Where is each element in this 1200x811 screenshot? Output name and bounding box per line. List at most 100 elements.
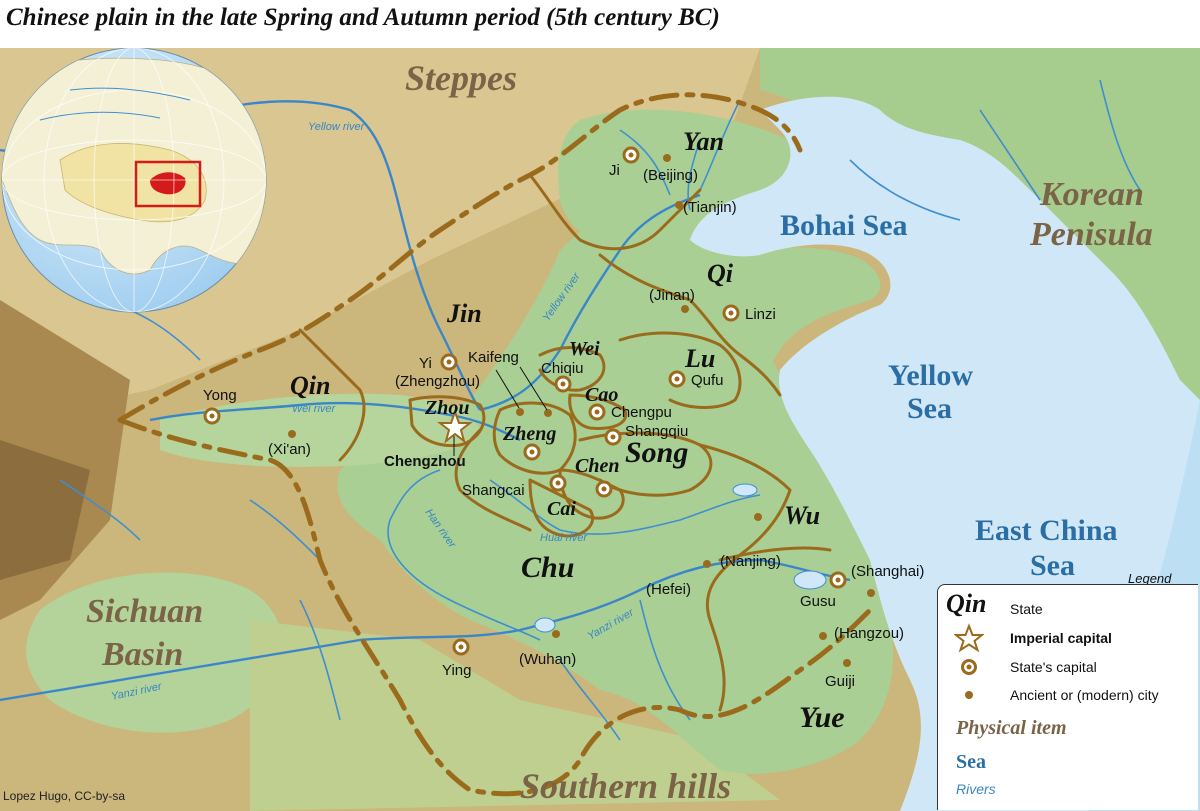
city-zhengzhou-label: (Zhengzhou) — [395, 373, 480, 390]
city-ji-label: Ji — [609, 162, 620, 179]
kaifeng-dot — [544, 409, 552, 417]
han-river — [387, 469, 541, 641]
yellow-sea-label-line2: Sea — [907, 392, 952, 425]
capital-qufu-marker — [668, 370, 686, 388]
city-kaifeng-label: Kaifeng — [468, 349, 519, 366]
legend-box: Qin State Imperial capital State's capit… — [937, 584, 1198, 810]
wuhan-dot — [552, 630, 560, 638]
lake-dongting — [534, 617, 556, 633]
city-wuhan-label: (Wuhan) — [519, 651, 576, 668]
zhengzhou-dot — [516, 408, 524, 416]
border-cai — [528, 478, 594, 538]
capital-yong-marker — [203, 407, 221, 425]
capital-ying-marker — [452, 638, 470, 656]
legend-row-state: Qin State — [938, 589, 1196, 619]
capital-zheng-marker — [523, 443, 541, 461]
globe-highlight — [150, 172, 186, 195]
city-yong-label: Yong — [203, 387, 237, 404]
city-hangzou-label: (Hangzou) — [834, 625, 904, 642]
capital-chengpu-marker — [588, 403, 606, 421]
state-capitals — [203, 146, 847, 656]
city-dots — [288, 154, 875, 667]
east-china-sea-label-line1: East China — [975, 514, 1118, 547]
legend-capital-label: State's capital — [1010, 659, 1097, 675]
state-cai-label: Cai — [547, 498, 576, 520]
state-qin-label: Qin — [290, 371, 330, 400]
city-shanghai-label: (Shanghai) — [851, 563, 924, 580]
city-nanjing-label: (Nanjing) — [720, 553, 781, 570]
state-lu-label: Lu — [684, 344, 715, 373]
state-cao-label: Cao — [585, 384, 618, 406]
border-qi — [598, 253, 782, 397]
northern-rivers — [619, 99, 741, 211]
city-yi-label: Yi — [419, 355, 432, 372]
title-bar: Chinese plain in the late Spring and Aut… — [0, 0, 1200, 48]
city-shangqiu-label: Shangqiu — [625, 423, 688, 440]
border-lu — [618, 331, 742, 409]
city-shangcai-label: Shangcai — [462, 482, 525, 499]
state-yue-label: Yue — [799, 701, 845, 734]
sichuan-label-line2: Basin — [101, 636, 183, 673]
wei-river-label: Wei river — [292, 403, 337, 415]
capital-chiqiu-marker — [554, 375, 572, 393]
legend-row-imperial: Imperial capital — [938, 623, 1196, 653]
border-zhou — [408, 395, 486, 448]
city-ying-label: Ying — [442, 662, 471, 679]
state-yan-label: Yan — [683, 127, 724, 156]
guiji-dot — [843, 659, 851, 667]
state-wei-label: Wei — [569, 338, 600, 360]
legend-state-label: State — [1010, 601, 1043, 617]
city-hefei-label: (Hefei) — [646, 581, 691, 598]
bohai-sea-label: Bohai Sea — [780, 209, 908, 242]
legend-title: Legend — [1128, 571, 1172, 586]
northeast-rivers — [849, 79, 1141, 221]
huai-river — [489, 479, 761, 535]
border-wu-yue — [718, 546, 832, 562]
state-zhou-label: Zhou — [424, 397, 469, 419]
southern-rivers — [299, 599, 691, 741]
lake-hongze — [732, 483, 758, 497]
legend-star-icon — [954, 623, 984, 653]
city-guiji-label: Guiji — [825, 673, 855, 690]
city-linzi-label: Linzi — [745, 306, 776, 323]
state-qi-label: Qi — [707, 259, 734, 288]
yellow-sea-label-line1: Yellow — [888, 359, 973, 392]
east-china-sea-label-line2: Sea — [1030, 549, 1075, 582]
state-zheng-label: Zheng — [502, 423, 556, 445]
state-chen-label: Chen — [575, 455, 619, 477]
wei-valley — [160, 393, 480, 467]
imperial-capital-star — [437, 409, 473, 444]
yellow-river-lower — [479, 193, 701, 412]
state-song-label: Song — [625, 436, 688, 469]
capital-yi-marker — [440, 353, 458, 371]
city-chiqiu-label: Chiqiu — [541, 360, 584, 377]
city-chengpu-label: Chengpu — [611, 404, 672, 421]
realm-border-north — [117, 92, 803, 423]
hangzou-dot — [819, 632, 827, 640]
state-wu-label: Wu — [784, 501, 820, 530]
legend-imperial-label: Imperial capital — [1010, 630, 1112, 646]
city-chengzhou-label: Chengzhou — [384, 453, 466, 470]
western-highlands — [0, 440, 90, 580]
capital-linzi-marker — [722, 304, 740, 322]
tianjin-dot — [675, 201, 683, 209]
capital-shangqiu-marker — [604, 428, 622, 446]
nanjing-dot — [754, 513, 762, 521]
border-song — [578, 431, 713, 497]
globe-rivers — [39, 87, 191, 121]
capital-gusu-marker — [829, 571, 847, 589]
city-beijing-label: (Beijing) — [643, 167, 698, 184]
border-cao — [568, 393, 628, 430]
legend-state-sample: Qin — [946, 589, 987, 618]
xian-dot — [288, 430, 296, 438]
shanghai-dot — [867, 589, 875, 597]
city-xian-label: (Xi'an) — [268, 441, 311, 458]
state-borders — [298, 173, 832, 712]
sichuan-basin-area — [26, 572, 283, 733]
city-tianjin-label: (Tianjin) — [683, 199, 737, 216]
capital-ji-marker — [622, 146, 640, 164]
steppes-label: Steppes — [405, 58, 517, 98]
map-title: Chinese plain in the late Spring and Aut… — [6, 4, 720, 31]
hefei-dot — [703, 560, 711, 568]
globe-locator-box — [134, 160, 202, 208]
